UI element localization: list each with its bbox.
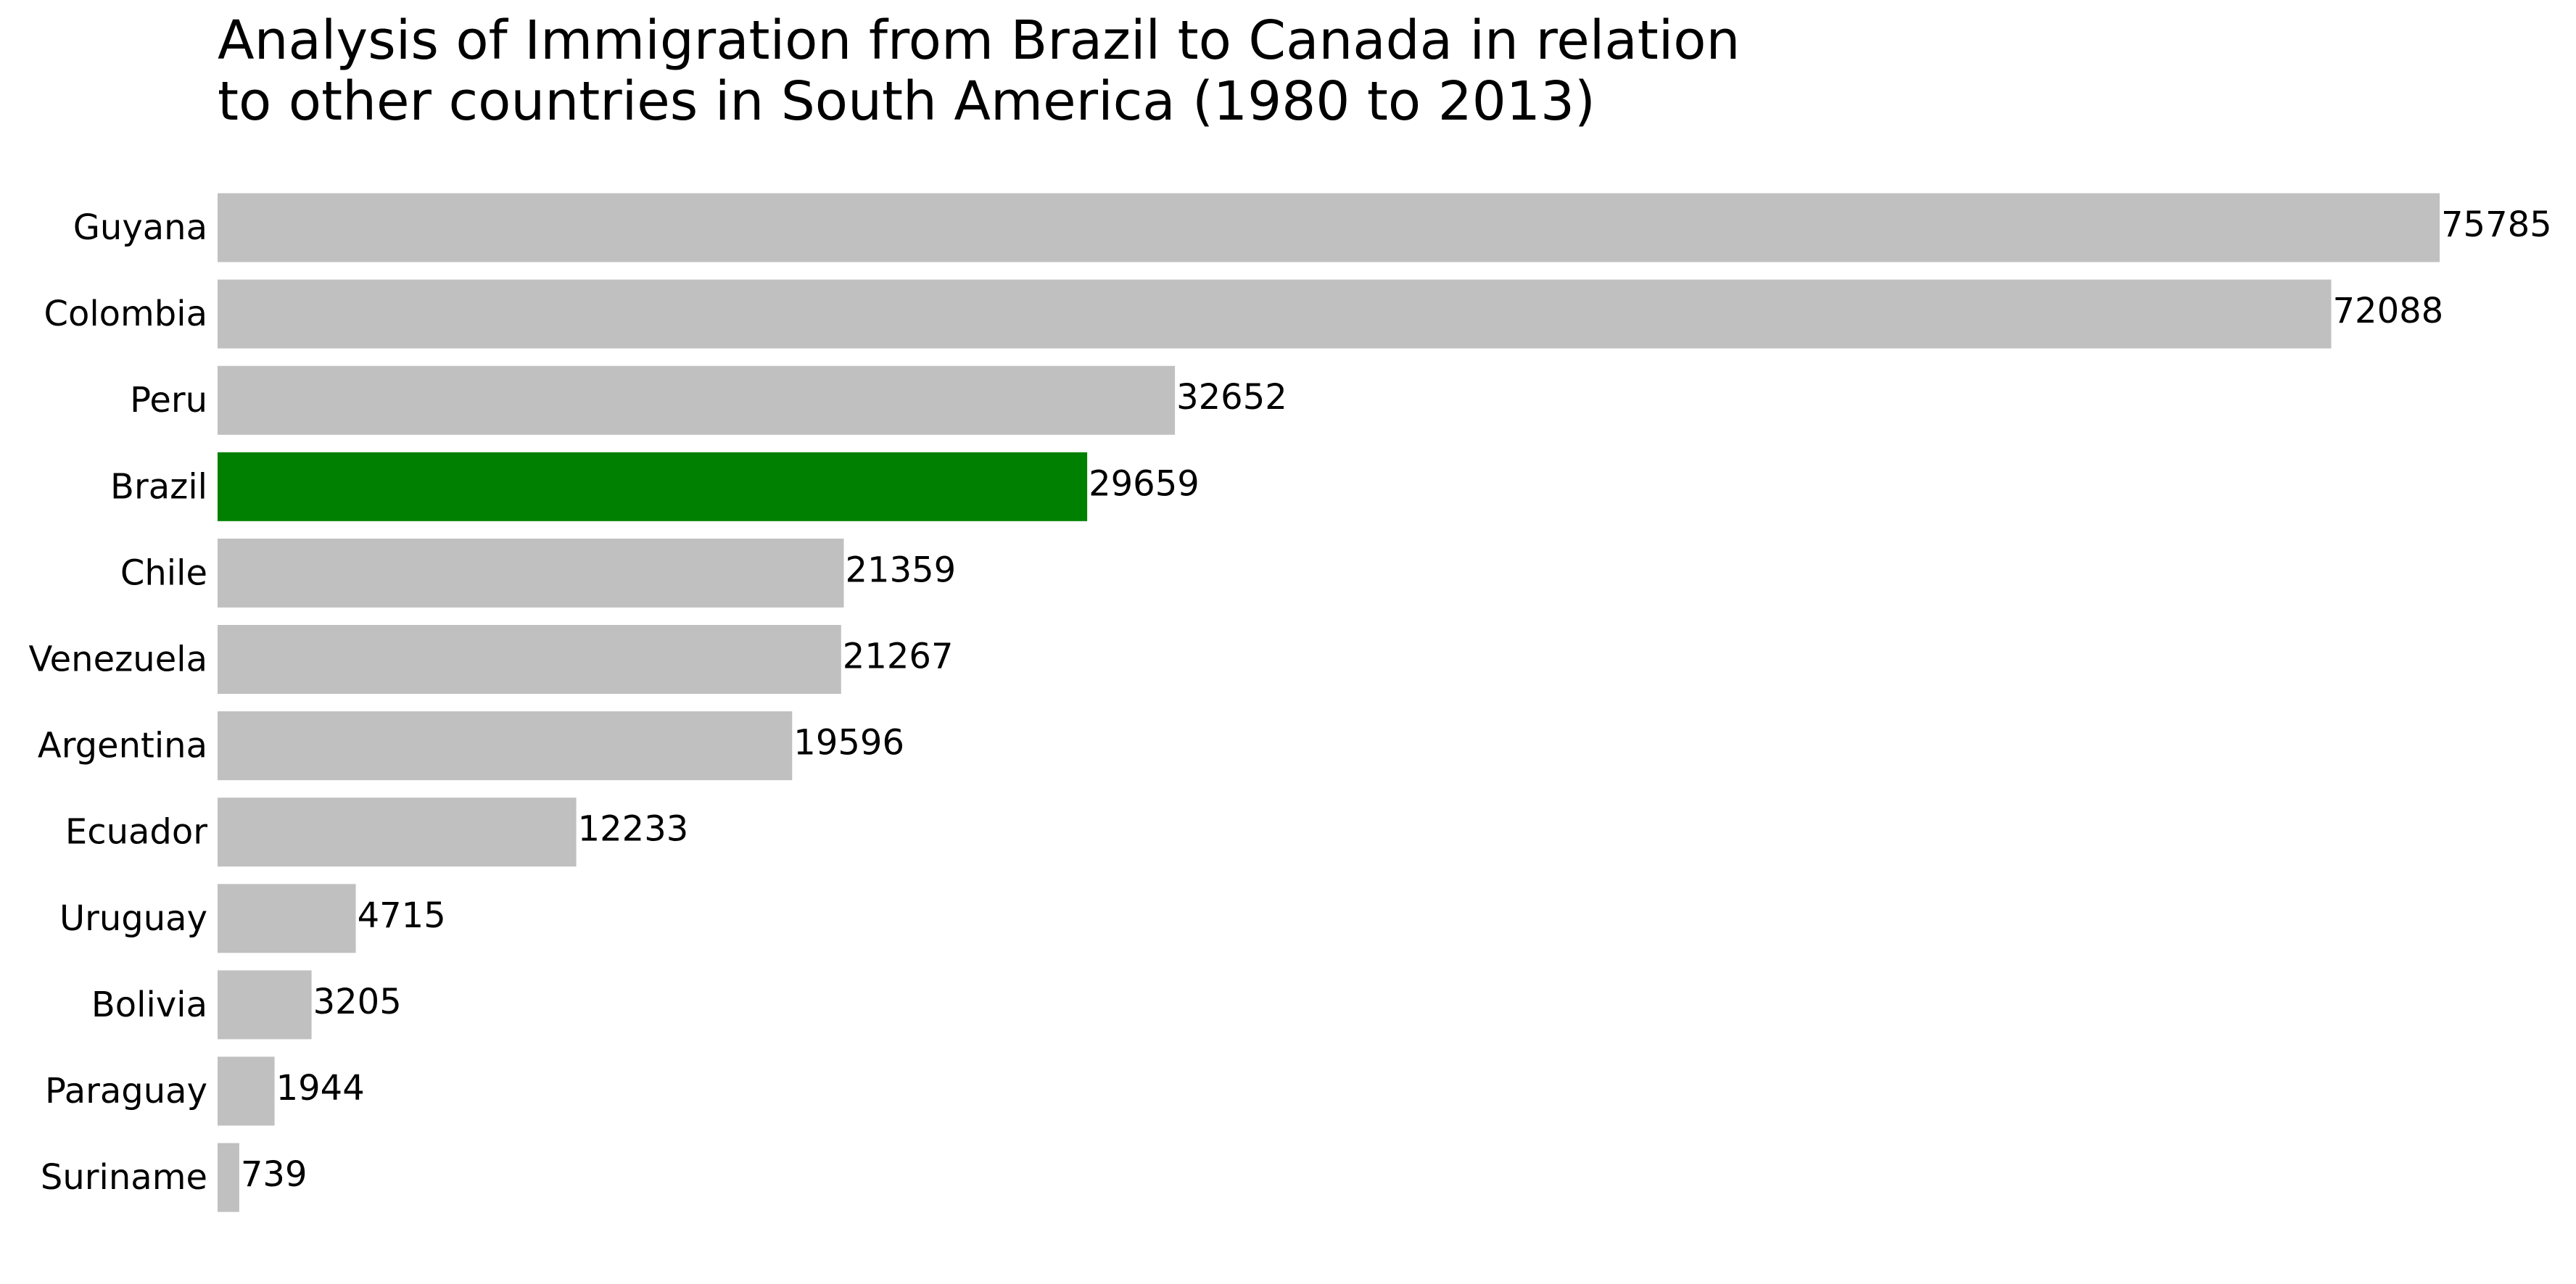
- value-label-venezuela: 21267: [843, 637, 954, 677]
- bar-suriname: [218, 1143, 239, 1212]
- category-label-colombia: Colombia: [44, 294, 207, 334]
- value-label-chile: 21359: [846, 550, 957, 590]
- value-label-uruguay: 4715: [358, 895, 446, 936]
- bar-paraguay: [218, 1056, 275, 1126]
- chart-title-line-2: to other countries in South America (198…: [218, 70, 1595, 133]
- bar-venezuela: [218, 625, 841, 694]
- category-label-brazil: Brazil: [110, 466, 207, 507]
- value-label-ecuador: 12233: [578, 809, 689, 850]
- bar-peru: [218, 365, 1176, 435]
- category-label-ecuador: Ecuador: [65, 812, 207, 853]
- value-label-suriname: 739: [241, 1154, 307, 1195]
- category-label-venezuela: Venezuela: [29, 639, 208, 680]
- value-label-bolivia: 3205: [313, 982, 402, 1022]
- category-label-peru: Peru: [130, 380, 207, 421]
- chart-title: Analysis of Immigration from Brazil to C…: [218, 10, 1740, 132]
- category-label-argentina: Argentina: [38, 726, 207, 766]
- category-label-guyana: Guyana: [73, 207, 207, 248]
- value-label-paraguay: 1944: [276, 1068, 365, 1109]
- category-label-bolivia: Bolivia: [91, 985, 207, 1025]
- bar-chile: [218, 538, 844, 608]
- value-label-brazil: 29659: [1089, 463, 1200, 504]
- category-label-uruguay: Uruguay: [59, 898, 207, 939]
- category-labels: Guyana Colombia Peru Brazil Chile Venezuela Ar…: [29, 207, 208, 1198]
- value-label-peru: 32652: [1176, 377, 1287, 418]
- category-label-chile: Chile: [120, 552, 207, 593]
- bar-brazil: [218, 452, 1088, 521]
- category-label-suriname: Suriname: [41, 1157, 207, 1198]
- value-label-guyana: 75785: [2441, 204, 2552, 245]
- bars-layer: [218, 193, 2440, 1212]
- bar-colombia: [218, 279, 2332, 349]
- bar-argentina: [218, 711, 793, 781]
- chart-title-line-1: Analysis of Immigration from Brazil to C…: [218, 9, 1741, 72]
- bar-ecuador: [218, 798, 577, 867]
- bar-guyana: [218, 193, 2440, 262]
- category-label-paraguay: Paraguay: [45, 1071, 207, 1111]
- value-label-argentina: 19596: [793, 723, 904, 763]
- bar-uruguay: [218, 884, 356, 953]
- value-labels: 75785 72088 32652 29659 21359 21267 19596 12233…: [241, 204, 2552, 1195]
- value-label-colombia: 72088: [2333, 291, 2444, 331]
- bar-bolivia: [218, 970, 312, 1040]
